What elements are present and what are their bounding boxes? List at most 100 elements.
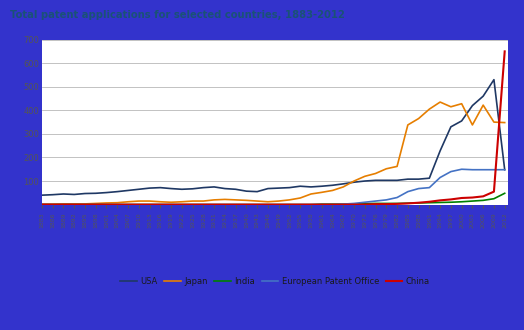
Japan	[243, 198, 249, 202]
Japan	[319, 190, 325, 194]
India	[286, 203, 292, 207]
USA	[136, 187, 142, 191]
India	[103, 203, 110, 207]
European Patent Office	[233, 203, 239, 207]
China	[82, 203, 88, 207]
China	[362, 203, 368, 207]
USA	[39, 193, 45, 197]
Japan	[458, 102, 465, 106]
China	[286, 203, 292, 207]
Japan	[394, 164, 400, 168]
USA	[480, 94, 486, 98]
European Patent Office	[71, 203, 78, 207]
India	[114, 203, 121, 207]
India	[297, 203, 303, 207]
European Patent Office	[276, 203, 282, 207]
China	[297, 203, 303, 207]
India	[330, 202, 336, 206]
China	[276, 203, 282, 207]
China	[330, 203, 336, 207]
Japan	[168, 200, 174, 204]
India	[470, 199, 476, 203]
India	[157, 203, 163, 207]
China	[405, 201, 411, 205]
USA	[458, 119, 465, 123]
Japan	[125, 200, 131, 204]
India	[200, 203, 206, 207]
USA	[319, 184, 325, 188]
Japan	[470, 123, 476, 127]
USA	[233, 187, 239, 191]
European Patent Office	[254, 203, 260, 207]
China	[501, 50, 508, 53]
Japan	[373, 172, 379, 176]
China	[190, 203, 196, 207]
India	[362, 202, 368, 206]
China	[157, 203, 163, 207]
Japan	[297, 196, 303, 200]
Japan	[103, 201, 110, 205]
China	[103, 203, 110, 207]
China	[146, 203, 152, 207]
Japan	[265, 200, 271, 204]
India	[405, 201, 411, 205]
India	[351, 202, 357, 206]
China	[179, 203, 185, 207]
USA	[362, 179, 368, 183]
India	[447, 200, 454, 204]
China	[458, 196, 465, 200]
India	[276, 203, 282, 207]
Japan	[211, 198, 217, 202]
India	[243, 203, 249, 207]
USA	[82, 191, 88, 195]
Japan	[491, 120, 497, 124]
European Patent Office	[50, 203, 56, 207]
USA	[308, 185, 314, 189]
USA	[416, 177, 422, 181]
China	[351, 203, 357, 207]
European Patent Office	[179, 203, 185, 207]
China	[233, 203, 239, 207]
China	[447, 197, 454, 201]
USA	[179, 187, 185, 191]
European Patent Office	[458, 167, 465, 171]
Legend: USA, Japan, India, European Patent Office, China: USA, Japan, India, European Patent Offic…	[117, 274, 433, 289]
India	[233, 203, 239, 207]
India	[146, 203, 152, 207]
European Patent Office	[330, 203, 336, 207]
USA	[254, 190, 260, 194]
European Patent Office	[480, 168, 486, 172]
European Patent Office	[308, 203, 314, 207]
USA	[93, 191, 99, 195]
USA	[50, 193, 56, 197]
India	[71, 203, 78, 207]
USA	[276, 186, 282, 190]
Japan	[233, 198, 239, 202]
Japan	[405, 123, 411, 127]
China	[125, 203, 131, 207]
USA	[470, 104, 476, 108]
Japan	[330, 188, 336, 192]
China	[222, 203, 228, 207]
China	[71, 203, 78, 207]
India	[82, 203, 88, 207]
China	[437, 198, 443, 202]
India	[50, 203, 56, 207]
USA	[405, 177, 411, 181]
Japan	[383, 167, 389, 171]
USA	[222, 186, 228, 190]
China	[60, 203, 67, 207]
China	[491, 190, 497, 194]
USA	[383, 178, 389, 182]
European Patent Office	[114, 203, 121, 207]
India	[211, 203, 217, 207]
India	[93, 203, 99, 207]
USA	[125, 188, 131, 192]
Japan	[351, 179, 357, 183]
USA	[265, 186, 271, 190]
European Patent Office	[405, 190, 411, 194]
Japan	[146, 199, 152, 203]
China	[243, 203, 249, 207]
India	[190, 203, 196, 207]
European Patent Office	[286, 203, 292, 207]
